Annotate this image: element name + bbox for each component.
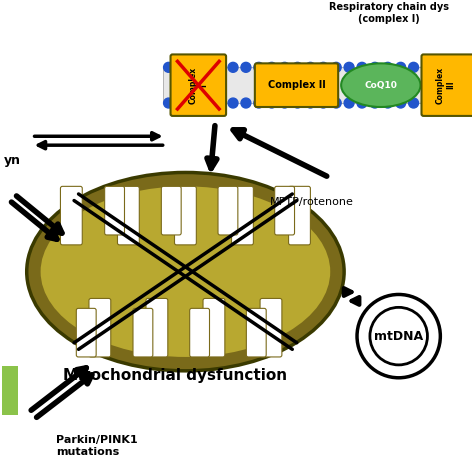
Circle shape xyxy=(202,63,212,72)
Circle shape xyxy=(176,98,186,108)
Circle shape xyxy=(267,98,277,108)
FancyBboxPatch shape xyxy=(171,55,226,116)
Circle shape xyxy=(357,98,367,108)
Circle shape xyxy=(280,98,290,108)
FancyBboxPatch shape xyxy=(163,67,472,103)
FancyBboxPatch shape xyxy=(76,309,96,357)
Text: MPTP/rotenone: MPTP/rotenone xyxy=(270,197,354,207)
Circle shape xyxy=(357,294,440,378)
Circle shape xyxy=(280,63,290,72)
Circle shape xyxy=(254,98,264,108)
Circle shape xyxy=(396,63,406,72)
Circle shape xyxy=(421,63,431,72)
Text: Complex II: Complex II xyxy=(268,80,325,90)
Circle shape xyxy=(190,98,199,108)
Circle shape xyxy=(370,98,380,108)
FancyBboxPatch shape xyxy=(289,186,310,245)
Text: CoQ10: CoQ10 xyxy=(365,81,397,90)
Circle shape xyxy=(190,63,199,72)
FancyBboxPatch shape xyxy=(146,299,168,357)
Circle shape xyxy=(383,63,393,72)
FancyBboxPatch shape xyxy=(421,55,474,116)
Text: mtDNA: mtDNA xyxy=(374,329,423,343)
Circle shape xyxy=(434,63,444,72)
Circle shape xyxy=(331,98,341,108)
Circle shape xyxy=(202,98,212,108)
Text: yn: yn xyxy=(4,154,21,167)
Circle shape xyxy=(344,98,354,108)
Ellipse shape xyxy=(341,64,420,107)
Circle shape xyxy=(164,98,173,108)
Circle shape xyxy=(383,98,393,108)
Circle shape xyxy=(305,98,315,108)
FancyBboxPatch shape xyxy=(190,309,210,357)
Circle shape xyxy=(241,98,251,108)
FancyBboxPatch shape xyxy=(61,186,82,245)
Circle shape xyxy=(292,98,302,108)
Circle shape xyxy=(164,63,173,72)
Ellipse shape xyxy=(41,186,330,357)
Circle shape xyxy=(357,63,367,72)
Circle shape xyxy=(241,63,251,72)
Circle shape xyxy=(215,98,225,108)
FancyBboxPatch shape xyxy=(260,299,282,357)
Circle shape xyxy=(447,98,457,108)
Text: Parkin/PINK1
mutations: Parkin/PINK1 mutations xyxy=(56,435,138,457)
Circle shape xyxy=(292,63,302,72)
Circle shape xyxy=(460,63,470,72)
Circle shape xyxy=(421,98,431,108)
FancyBboxPatch shape xyxy=(105,186,125,235)
Circle shape xyxy=(267,63,277,72)
Circle shape xyxy=(305,63,315,72)
FancyBboxPatch shape xyxy=(133,309,153,357)
Circle shape xyxy=(370,307,428,365)
Circle shape xyxy=(370,63,380,72)
Circle shape xyxy=(319,98,328,108)
FancyBboxPatch shape xyxy=(2,366,18,416)
Circle shape xyxy=(176,63,186,72)
Circle shape xyxy=(434,98,444,108)
Text: Mitochondrial dysfunction: Mitochondrial dysfunction xyxy=(64,368,288,383)
Circle shape xyxy=(344,63,354,72)
Text: Complex
I: Complex I xyxy=(189,67,208,104)
FancyBboxPatch shape xyxy=(218,186,238,235)
FancyBboxPatch shape xyxy=(231,186,254,245)
Circle shape xyxy=(228,63,238,72)
Text: (complex I): (complex I) xyxy=(358,14,419,24)
Text: Respiratory chain dys: Respiratory chain dys xyxy=(329,2,449,12)
Circle shape xyxy=(254,63,264,72)
FancyBboxPatch shape xyxy=(275,186,294,235)
FancyBboxPatch shape xyxy=(118,186,139,245)
Circle shape xyxy=(409,63,419,72)
Ellipse shape xyxy=(27,173,344,371)
FancyBboxPatch shape xyxy=(174,186,196,245)
Text: Complex
III: Complex III xyxy=(436,67,455,104)
Circle shape xyxy=(447,63,457,72)
FancyBboxPatch shape xyxy=(89,299,111,357)
Circle shape xyxy=(331,63,341,72)
Circle shape xyxy=(215,63,225,72)
Circle shape xyxy=(460,98,470,108)
FancyBboxPatch shape xyxy=(203,299,225,357)
FancyBboxPatch shape xyxy=(161,186,181,235)
Circle shape xyxy=(319,63,328,72)
FancyBboxPatch shape xyxy=(255,64,338,107)
FancyBboxPatch shape xyxy=(246,309,266,357)
Circle shape xyxy=(228,98,238,108)
Circle shape xyxy=(409,98,419,108)
Circle shape xyxy=(396,98,406,108)
